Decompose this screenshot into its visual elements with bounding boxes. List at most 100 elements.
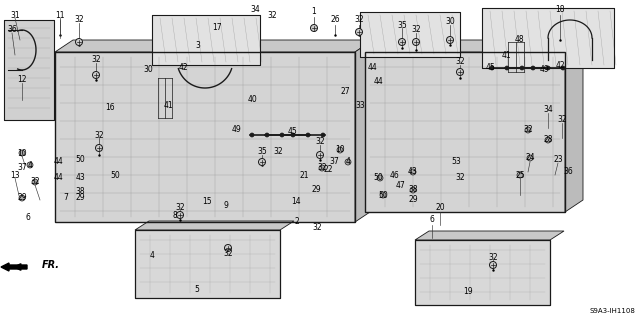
Circle shape xyxy=(319,165,325,171)
Text: 50: 50 xyxy=(373,174,383,182)
Circle shape xyxy=(377,175,383,181)
Circle shape xyxy=(291,133,295,137)
Circle shape xyxy=(447,36,454,43)
Text: 30: 30 xyxy=(445,18,455,26)
Bar xyxy=(482,8,614,68)
Text: 3: 3 xyxy=(196,41,200,49)
Text: 5: 5 xyxy=(195,286,200,294)
Circle shape xyxy=(177,211,184,219)
Text: 29: 29 xyxy=(75,194,85,203)
Text: 4: 4 xyxy=(346,158,351,167)
Text: 53: 53 xyxy=(451,158,461,167)
Text: 6: 6 xyxy=(429,216,435,225)
Text: 32: 32 xyxy=(30,177,40,187)
Circle shape xyxy=(76,39,83,46)
Circle shape xyxy=(225,244,232,251)
Bar xyxy=(55,52,355,222)
Text: 38: 38 xyxy=(75,188,85,197)
Text: 29: 29 xyxy=(311,186,321,195)
Bar xyxy=(482,8,614,68)
Text: 32: 32 xyxy=(354,16,364,25)
Text: 11: 11 xyxy=(55,11,65,19)
Text: 44: 44 xyxy=(368,63,378,72)
Circle shape xyxy=(531,66,535,70)
Text: S9A3-IH1108: S9A3-IH1108 xyxy=(589,308,635,314)
Text: 38: 38 xyxy=(408,186,418,195)
Circle shape xyxy=(265,133,269,137)
Polygon shape xyxy=(415,231,564,240)
Circle shape xyxy=(19,150,25,156)
Text: 32: 32 xyxy=(223,249,233,257)
Text: 30: 30 xyxy=(143,65,153,75)
Text: 45: 45 xyxy=(287,128,297,137)
Text: 37: 37 xyxy=(17,164,27,173)
Text: 32: 32 xyxy=(74,16,84,25)
Circle shape xyxy=(456,69,463,76)
Text: 7: 7 xyxy=(63,194,68,203)
Text: FR.: FR. xyxy=(42,260,60,270)
Text: 48: 48 xyxy=(514,35,524,44)
Text: 32: 32 xyxy=(317,164,327,173)
Text: 49: 49 xyxy=(231,125,241,135)
FancyArrow shape xyxy=(1,263,27,271)
Circle shape xyxy=(250,133,254,137)
Circle shape xyxy=(527,155,533,161)
Circle shape xyxy=(410,169,416,175)
Text: 26: 26 xyxy=(330,16,340,25)
Text: 32: 32 xyxy=(91,56,101,64)
Text: 8: 8 xyxy=(173,211,177,219)
Text: 44: 44 xyxy=(373,78,383,86)
Circle shape xyxy=(306,133,310,137)
Text: 4: 4 xyxy=(28,160,33,169)
Bar xyxy=(415,240,550,305)
Text: 41: 41 xyxy=(163,100,173,109)
Bar xyxy=(55,52,355,222)
Bar xyxy=(4,20,54,120)
Text: 40: 40 xyxy=(248,95,258,105)
Circle shape xyxy=(310,25,317,32)
Bar xyxy=(360,12,460,57)
Bar xyxy=(4,20,54,120)
Text: 10: 10 xyxy=(17,149,27,158)
Text: 32: 32 xyxy=(523,125,533,135)
Circle shape xyxy=(520,66,524,70)
Bar xyxy=(365,52,565,212)
Circle shape xyxy=(561,66,565,70)
Text: 15: 15 xyxy=(202,197,212,206)
Text: 36: 36 xyxy=(7,26,17,34)
Circle shape xyxy=(517,172,523,178)
Text: 35: 35 xyxy=(397,20,407,29)
Text: 24: 24 xyxy=(525,153,535,162)
Text: 27: 27 xyxy=(340,87,350,97)
Text: 22: 22 xyxy=(323,166,333,174)
Text: 32: 32 xyxy=(312,224,322,233)
Text: 32: 32 xyxy=(411,26,421,34)
Text: 29: 29 xyxy=(408,196,418,204)
Text: 12: 12 xyxy=(17,76,27,85)
Text: 46: 46 xyxy=(390,170,400,180)
Circle shape xyxy=(27,162,33,168)
Text: 23: 23 xyxy=(553,155,563,165)
Text: 25: 25 xyxy=(515,170,525,180)
Text: 36: 36 xyxy=(563,167,573,176)
Circle shape xyxy=(399,39,406,46)
Text: 1: 1 xyxy=(312,8,316,17)
Text: 37: 37 xyxy=(329,158,339,167)
Text: 16: 16 xyxy=(105,103,115,113)
Text: 6: 6 xyxy=(26,213,31,222)
Text: 33: 33 xyxy=(355,100,365,109)
Circle shape xyxy=(355,28,362,35)
Text: 50: 50 xyxy=(75,155,85,165)
Bar xyxy=(415,240,550,305)
Circle shape xyxy=(490,262,497,269)
Text: 50: 50 xyxy=(110,170,120,180)
Text: 43: 43 xyxy=(75,174,85,182)
Text: 20: 20 xyxy=(435,204,445,212)
Text: 47: 47 xyxy=(395,181,405,189)
Circle shape xyxy=(546,66,550,70)
Text: 17: 17 xyxy=(212,24,222,33)
Text: 28: 28 xyxy=(543,136,553,145)
Text: 49: 49 xyxy=(540,65,550,75)
Text: 21: 21 xyxy=(300,170,308,180)
Text: 45: 45 xyxy=(485,63,495,72)
